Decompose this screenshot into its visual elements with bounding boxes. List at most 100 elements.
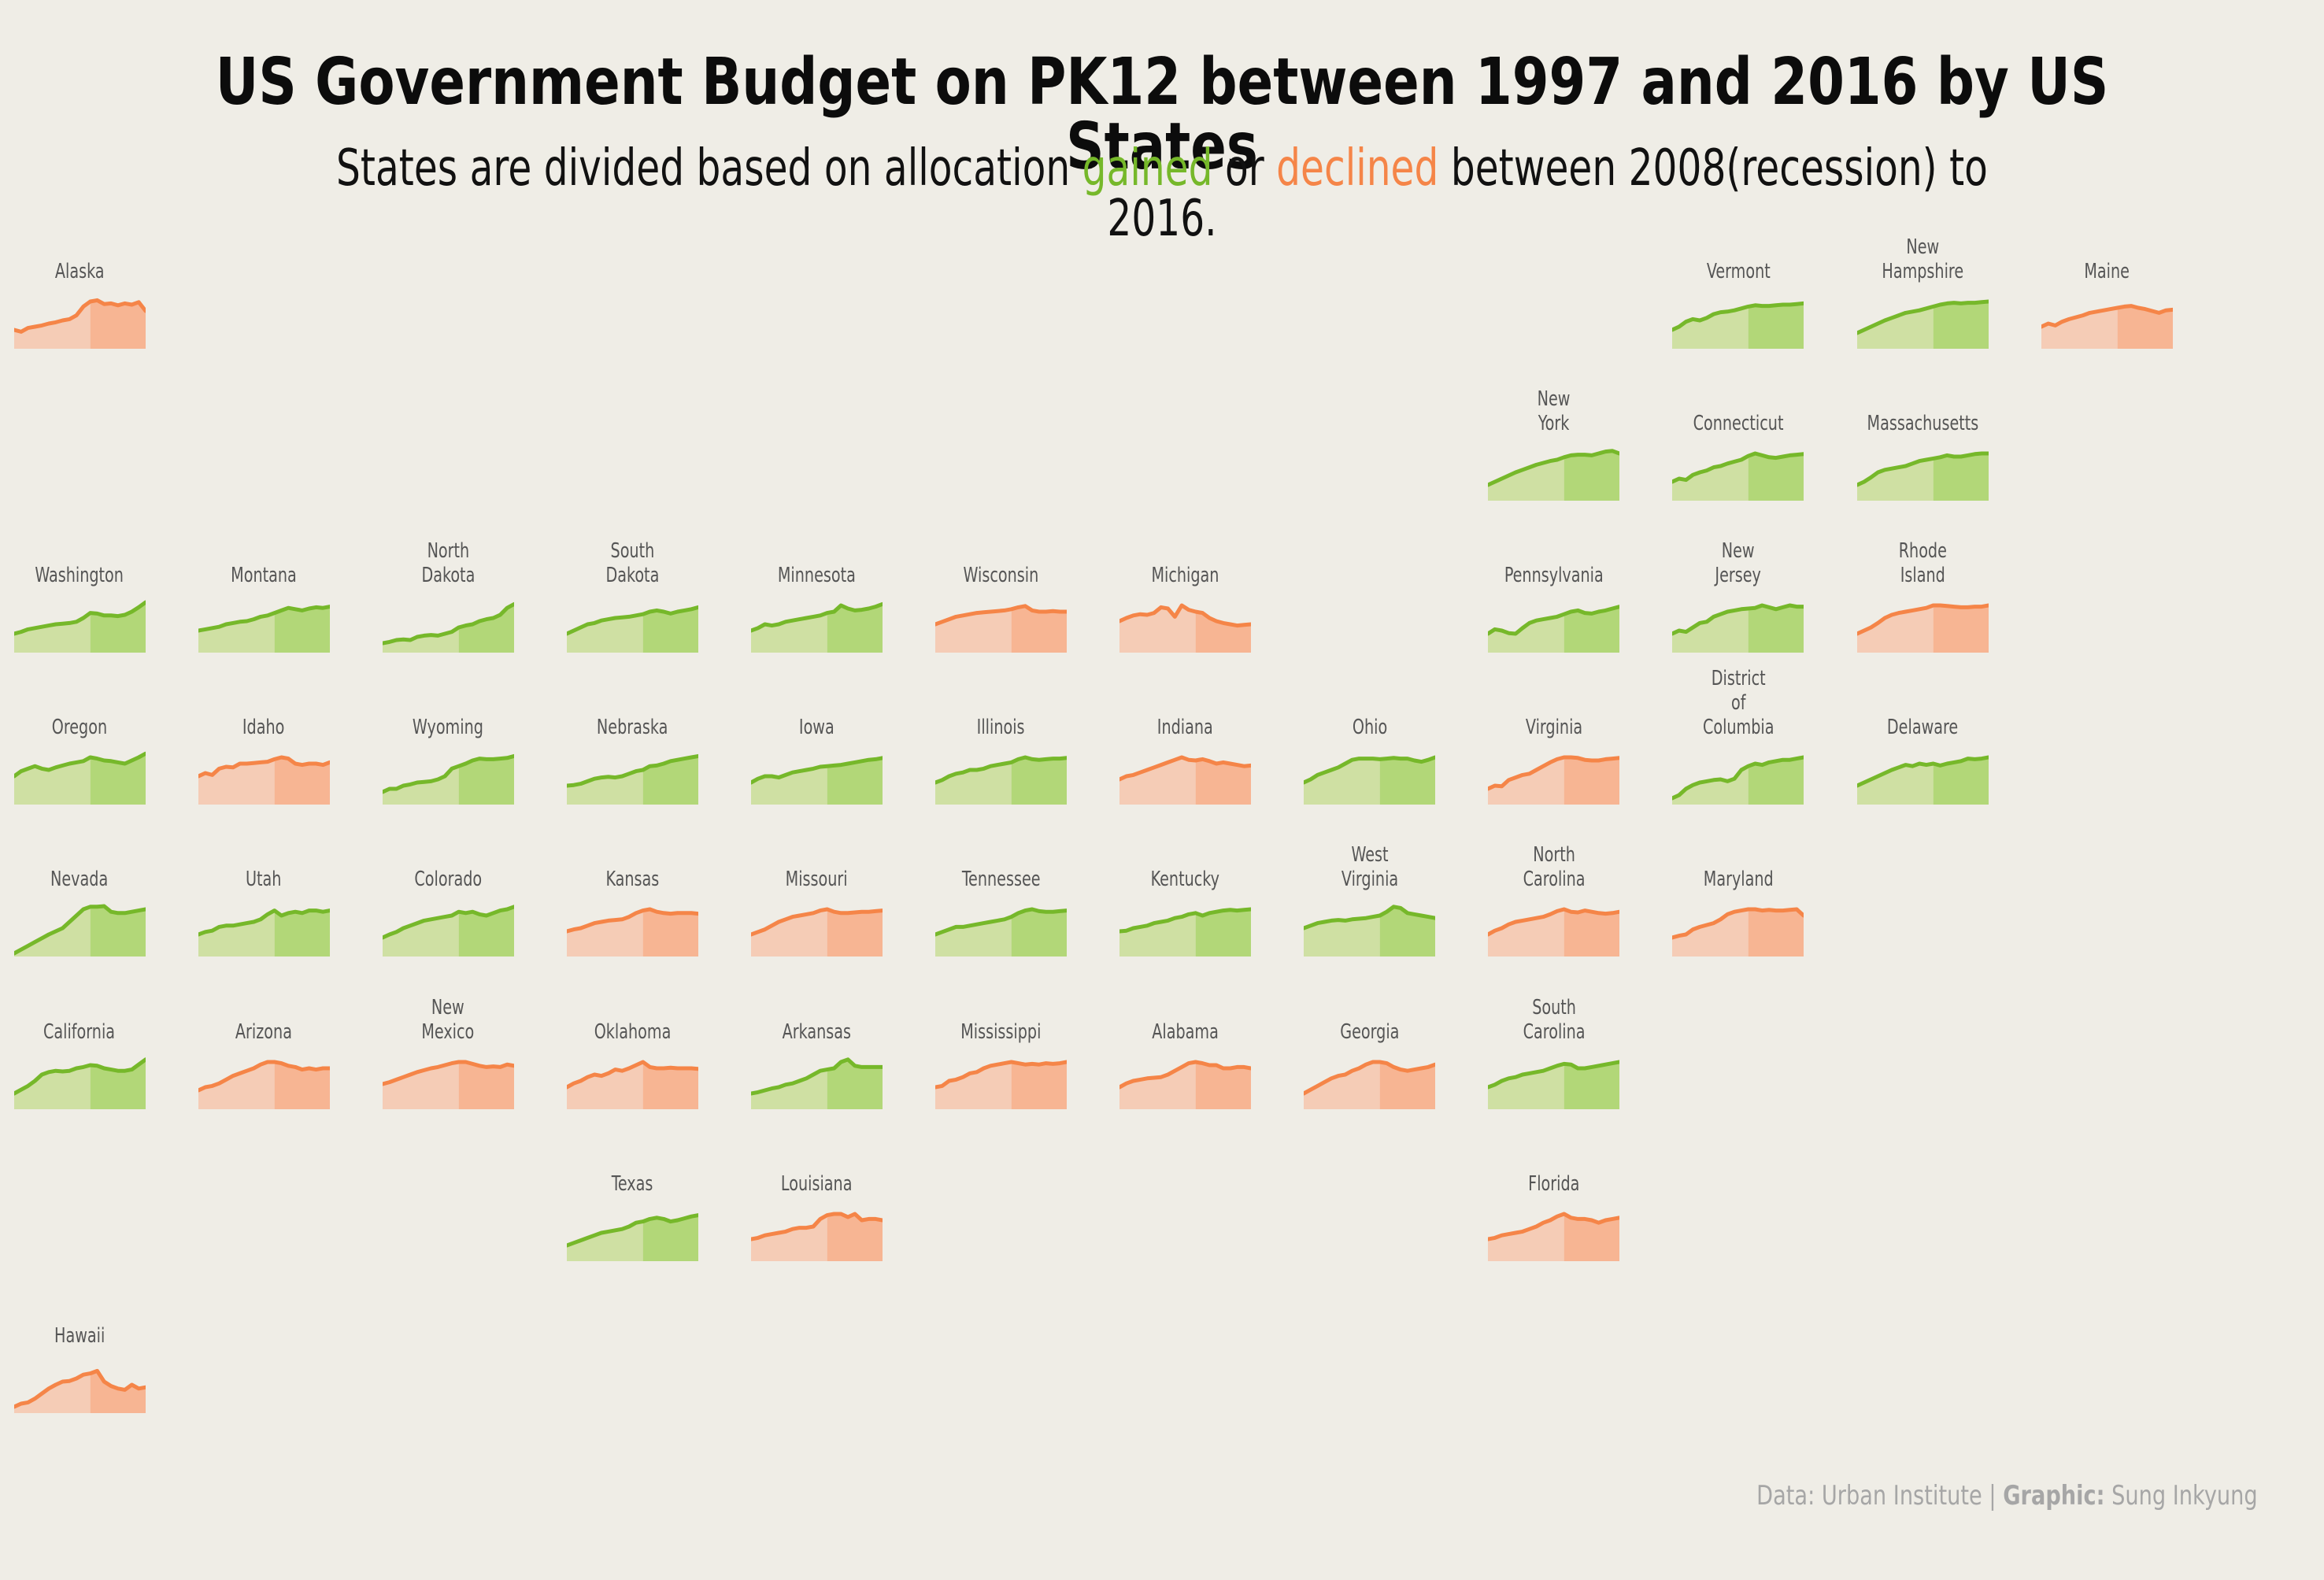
- state-label-text: Florida: [1528, 1172, 1579, 1197]
- state-label-text: Mississippi: [960, 1020, 1041, 1045]
- sparkline-chart: [566, 754, 698, 805]
- budget-line: [382, 754, 514, 794]
- state-label: Oklahoma: [543, 975, 722, 1045]
- budget-line: [935, 755, 1067, 785]
- budget-line: [13, 1368, 146, 1409]
- state-label-text: Nebraska: [597, 716, 668, 740]
- budget-line: [198, 605, 330, 633]
- area-post-2008: [1933, 453, 1989, 501]
- budget-line: [1488, 1212, 1620, 1241]
- state-tile-nebraska: Nebraska: [566, 671, 698, 805]
- state-label-text: Oregon: [52, 716, 107, 740]
- subtitle-declined: declined: [1276, 139, 1439, 198]
- area-pre-2008: [1856, 458, 1934, 501]
- area-post-2008: [90, 753, 146, 805]
- sparkline-chart: [1488, 1060, 1620, 1109]
- sparkline-chart: [1856, 755, 1989, 805]
- budget-line: [382, 602, 514, 646]
- state-label-line: Jersey: [1715, 564, 1762, 588]
- sparkline-chart: [13, 600, 146, 653]
- state-label-line: Arizona: [235, 1019, 293, 1044]
- sparkline-chart: [198, 605, 330, 653]
- state-tile-kentucky: Kentucky: [1119, 823, 1252, 957]
- budget-line: [13, 904, 146, 956]
- state-label-line: Pennsylvania: [1504, 564, 1604, 588]
- state-tile-idaho: Idaho: [198, 671, 330, 805]
- state-tile-south-dakota: South Dakota: [566, 519, 698, 653]
- state-label-line: Michigan: [1151, 564, 1219, 588]
- state-tile-indiana: Indiana: [1119, 671, 1252, 805]
- budget-line: [750, 1056, 883, 1095]
- sparkline-chart: [566, 1212, 698, 1261]
- state-label: Alabama: [1096, 975, 1275, 1045]
- state-label-text: Arizona: [235, 1020, 292, 1045]
- state-label-text: Vermont: [1706, 260, 1770, 284]
- source-graphic-label: Graphic:: [2003, 1480, 2105, 1512]
- state-tile-washington: Washington: [13, 519, 146, 653]
- area-pre-2008: [1304, 916, 1380, 957]
- state-label-line: South: [1531, 995, 1576, 1019]
- budget-line: [1488, 755, 1620, 791]
- state-label-text: Kansas: [605, 868, 659, 892]
- sparkline-chart: [198, 1060, 330, 1109]
- area-pre-2008: [1856, 605, 1934, 653]
- state-label-line: Ohio: [1352, 716, 1387, 740]
- state-label-line: Maryland: [1703, 868, 1774, 892]
- area-pre-2008: [1672, 456, 1749, 501]
- budget-line: [1672, 603, 1804, 636]
- area-pre-2008: [935, 916, 1012, 957]
- state-label: Minnesota: [727, 519, 906, 588]
- chart-subtitle: States are divided based on allocation g…: [279, 143, 2045, 244]
- sparkline-chart: [935, 604, 1067, 653]
- area-pre-2008: [382, 627, 459, 653]
- sparkline-chart: [1304, 755, 1436, 805]
- state-tile-tennessee: Tennessee: [935, 823, 1067, 957]
- budget-line: [1488, 907, 1620, 937]
- state-label-line: South: [610, 539, 655, 564]
- state-label: Nebraska: [543, 671, 722, 740]
- state-tile-maine: Maine: [2041, 215, 2173, 349]
- state-label: Hawaii: [0, 1279, 169, 1349]
- state-tile-missouri: Missouri: [750, 823, 883, 957]
- state-tile-wisconsin: Wisconsin: [935, 519, 1067, 653]
- sparkline-chart: [1119, 603, 1252, 653]
- state-label: South Dakota: [543, 519, 722, 588]
- sparkline-chart: [382, 905, 514, 957]
- sparkline-chart: [13, 1056, 146, 1109]
- state-tile-arizona: Arizona: [198, 975, 330, 1109]
- subtitle-text-before: States are divided based on allocation: [336, 139, 1082, 198]
- area-post-2008: [642, 909, 698, 957]
- area-pre-2008: [1488, 909, 1564, 957]
- source-data-text: Data: Urban Institute |: [1756, 1480, 2004, 1512]
- area-pre-2008: [1304, 1061, 1380, 1109]
- budget-line: [1119, 755, 1252, 782]
- state-label-line: Mexico: [421, 1019, 475, 1044]
- sparkline-chart: [1672, 301, 1804, 349]
- area-post-2008: [2117, 305, 2173, 349]
- state-label: Kansas: [543, 823, 722, 892]
- area-pre-2008: [1856, 764, 1934, 805]
- state-label-text: Missouri: [786, 868, 848, 892]
- budget-line: [1304, 755, 1436, 785]
- state-label: Florida: [1464, 1127, 1643, 1197]
- state-label-text: Minnesota: [778, 564, 856, 588]
- sparkline-chart: [1488, 907, 1620, 957]
- budget-line: [198, 908, 330, 937]
- state-label-line: New: [1721, 539, 1755, 564]
- state-tile-alaska: Alaska: [13, 215, 146, 349]
- state-label-text: New Hampshire: [1882, 235, 1963, 284]
- state-label-line: Minnesota: [777, 564, 856, 588]
- state-label: Wisconsin: [912, 519, 1090, 588]
- state-label: North Dakota: [359, 519, 538, 588]
- state-tile-delaware: Delaware: [1856, 671, 1989, 805]
- budget-line: [1856, 603, 1989, 636]
- state-label: North Carolina: [1464, 823, 1643, 892]
- area-pre-2008: [1488, 757, 1564, 805]
- area-post-2008: [90, 1059, 146, 1109]
- sparkline-chart: [13, 1368, 146, 1413]
- budget-line: [935, 604, 1067, 627]
- area-post-2008: [90, 1371, 146, 1413]
- sparkline-chart: [750, 756, 883, 805]
- budget-line: [750, 907, 883, 937]
- state-label-text: Nevada: [50, 868, 108, 892]
